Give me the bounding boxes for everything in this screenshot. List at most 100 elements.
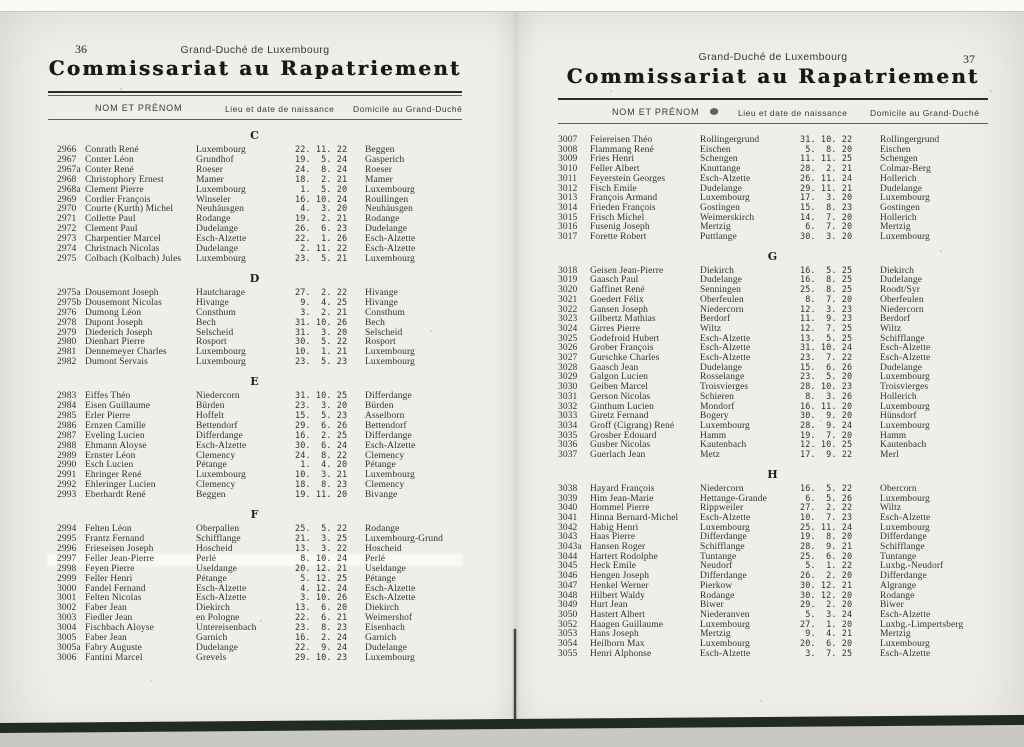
row-birthplace: Troisvierges [700,382,749,393]
row-id: 3015 [558,212,578,223]
row-birthplace: Luxembourg [196,357,246,368]
row-name: Dennemeyer Charles [85,347,167,358]
row-id: 2991 [57,470,77,481]
row-birthdate: 19. 2. 21 [295,214,348,225]
table-row: 2967 Conter Léon Grundhof 19. 5. 24 Gasperic… [48,154,462,166]
row-name: Ernzen Camille [85,420,146,431]
row-birthplace: Differdange [700,532,747,543]
row-name: Heilborn Max [590,639,645,650]
row-id: 3002 [57,603,77,614]
row-id: 2975b [57,297,82,308]
row-birthdate: 12. 10. 25 [800,440,853,451]
row-birthplace: Winseler [196,194,231,205]
row-birthplace: Esch-Alzette [700,353,751,364]
row-name: Faber Jean [85,603,127,614]
row-birthdate: 1. 5. 20 [295,184,348,195]
table-row: 2999 Feller Henri Pétange 5. 12. 25 Pétange [48,574,462,585]
row-name: Colbach (Kolbach) Jules [85,253,182,264]
row-birthdate: 5. 1. 22 [800,561,853,572]
section-letter: C [250,129,260,142]
row-birthplace: Esch-Alzette [196,234,247,245]
row-birthdate: 16. 5. 25 [800,265,853,276]
row-birthplace: Niedercorn [700,304,744,315]
row-birthdate: 5. 8. 20 [800,144,853,155]
row-birthdate: 22. 11. 22 [295,145,348,155]
row-birthdate: 23. 3. 20 [295,401,348,412]
table-row: 3029 Galgon Lucien Rosselange 23. 5. 20 Luxe… [558,373,988,383]
table-row: 3020 Gaffinet René Senningen 25. 8. 25 Roodt… [558,285,988,296]
row-name: Feyen Pierre [85,563,135,574]
row-domicile: Diekirch [365,603,400,614]
row-birthdate: 4. 12. 24 [295,583,348,594]
rule-thick-left [48,91,462,93]
table-row: 2966 Conrath René Luxembourg 22. 11. 22 Begg… [48,145,462,156]
row-domicile: Esch-Alzette [880,609,931,620]
row-domicile: Dudelange [365,642,408,653]
row-domicile: Bürden [365,401,394,412]
row-id: 3037 [558,450,578,461]
row-name: Feiereisen Théo [590,135,653,145]
table-row: 3007 Feiereisen Théo Rollingergrund 31. 10.… [558,135,988,146]
row-name: Ernster Léon [85,450,136,461]
row-domicile: Luxembourg-Grund [365,534,443,544]
table-row: 3049 Hurt Jean Biwer 29. 2. 20 Biwer [558,601,988,611]
row-name: Eisen Guillaume [85,401,151,412]
row-birthdate: 12. 7. 25 [800,323,853,334]
row-birthplace: Hivange [196,297,229,308]
row-name: Grosber Edouard [590,430,657,441]
table-row: 3050 Hastert Albert Niederanven 5. 3. 24 Es… [558,609,988,621]
row-domicile: Differdange [880,571,927,582]
row-birthdate: 31. 10. 26 [295,317,348,328]
row-birthplace: Garnich [196,633,228,644]
row-id: 3034 [558,420,578,431]
row-birthplace: Mondorf [700,401,735,412]
row-name: Esch Lucien [85,460,134,471]
row-domicile: Gasperich [365,154,405,165]
row-birthdate: 20. 6. 20 [800,639,853,650]
row-domicile: Neuhäusgen [365,204,413,215]
row-domicile: Garnich [365,633,397,644]
row-birthdate: 11. 9. 23 [800,314,853,325]
table-row: 3047 Henkel Werner Pierkow 30. 12. 21 Algran… [558,581,988,592]
table-row: 3037 Guerlach Jean Metz 17. 9. 22 Merl [558,450,988,461]
row-birthplace: Luxembourg [196,253,246,264]
row-name: Frieden François [590,202,656,213]
row-id: 2972 [57,224,77,235]
row-name: Him Jean-Marie [590,493,654,504]
row-birthplace: Dudelange [196,642,239,653]
row-id: 2968 [57,174,77,185]
row-domicile: Luxbg.-Neudorf [880,561,944,572]
row-birthplace: Esch-Alzette [196,593,247,604]
table-row: 2989 Ernster Léon Clemency 24. 8. 22 Clemenc… [48,450,462,462]
row-domicile: Luxembourg [880,193,930,204]
row-birthplace: Puttlange [700,232,737,243]
row-domicile: Roullingen [365,194,409,205]
table-left: C 2966 Conrath René Luxembourg 22. 11. 22 Beg… [48,122,462,664]
table-row: 2997 Feller Jean-Pierre Perlé 8. 10. 24 Per… [48,554,462,565]
row-birthplace: Luxembourg [196,470,246,481]
row-id: 3042 [558,522,578,533]
row-birthdate: 5. 3. 24 [800,609,853,620]
row-birthplace: Oberpallen [196,524,240,535]
row-id: 3025 [558,333,578,344]
row-birthdate: 18. 2. 21 [295,174,348,185]
row-name: François Armand [590,193,658,204]
scan-noise [0,0,2,2]
row-name: Faber Jean [85,633,127,644]
row-id: 2983 [57,391,77,402]
row-name: Gaasch Paul [590,275,639,286]
row-birthdate: 30. 9. 20 [800,411,853,422]
row-name: Grober François [590,343,654,354]
row-birthdate: 23. 5. 21 [295,253,348,264]
row-birthplace: Esch-Alzette [700,512,751,523]
row-name: Ginthum Lucien [590,401,654,412]
row-id: 2974 [57,244,77,255]
row-name: Henri Alphonse [590,648,652,659]
row-name: Hengen Joseph [590,571,650,582]
table-row: 2973 Charpentier Marcel Esch-Alzette 22. 1.… [48,234,462,245]
row-domicile: Luxembourg [365,347,415,358]
row-name: Frantz Fernand [85,534,145,544]
table-row: 2975a Dousemont Joseph Hautcharage 27. 2. 2… [48,288,462,299]
rule-under-header-right [558,123,988,124]
row-name: Gansen Joseph [590,304,649,315]
